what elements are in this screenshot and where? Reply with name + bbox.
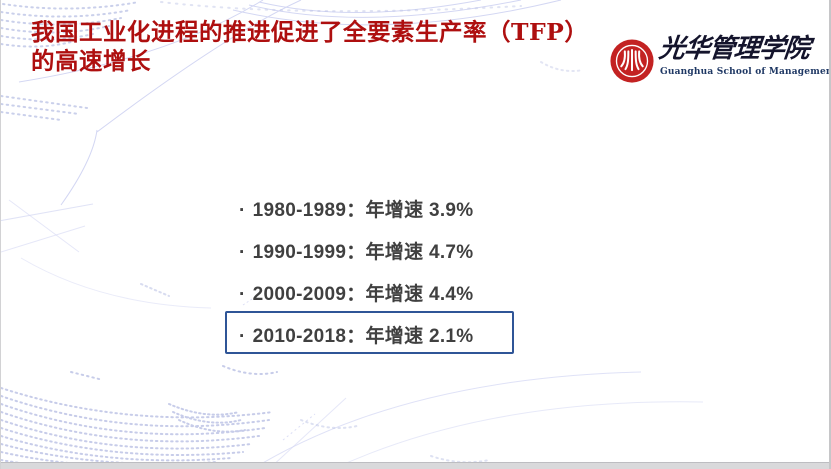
slide-title-line1: 我国工业化进程的推进促进了全要素生产率（TFP） <box>31 18 589 46</box>
guanghua-logo: 光华管理学院 Guanghua School of Management <box>608 32 831 88</box>
bullet-text: 1990-1999：年增速 4.7% <box>252 242 474 263</box>
bullet-marker: · <box>239 242 246 263</box>
bullet-1980-1989: · 1980-1989：年增速 3.9% <box>239 199 474 223</box>
bullet-2010-2018: · 2010-2018：年增速 2.1% <box>239 325 474 349</box>
bullet-text: 2000-2009：年增速 4.4% <box>252 284 474 305</box>
bullet-2000-2009: · 2000-2009：年增速 4.4% <box>239 283 474 307</box>
guanghua-school-name-cn: 光华管理学院 <box>657 34 811 64</box>
guanghua-school-name-en: Guanghua School of Management <box>660 67 831 77</box>
bottom-edge-strip <box>1 462 829 469</box>
bullet-marker: · <box>239 326 246 347</box>
slide-title-line2: 的高速增长 <box>31 47 151 75</box>
bullet-marker: · <box>239 284 246 305</box>
bullet-marker: · <box>239 200 246 221</box>
peking-university-seal-icon <box>610 39 654 83</box>
bullet-text: 2010-2018：年增速 2.1% <box>252 326 474 347</box>
slide-title: 我国工业化进程的推进促进了全要素生产率（TFP） 的高速增长 <box>31 18 631 76</box>
highlight-box-2010-2018 <box>225 311 514 354</box>
bullet-text: 1980-1989：年增速 3.9% <box>252 200 474 221</box>
bullet-1990-1999: · 1990-1999：年增速 4.7% <box>239 241 474 265</box>
